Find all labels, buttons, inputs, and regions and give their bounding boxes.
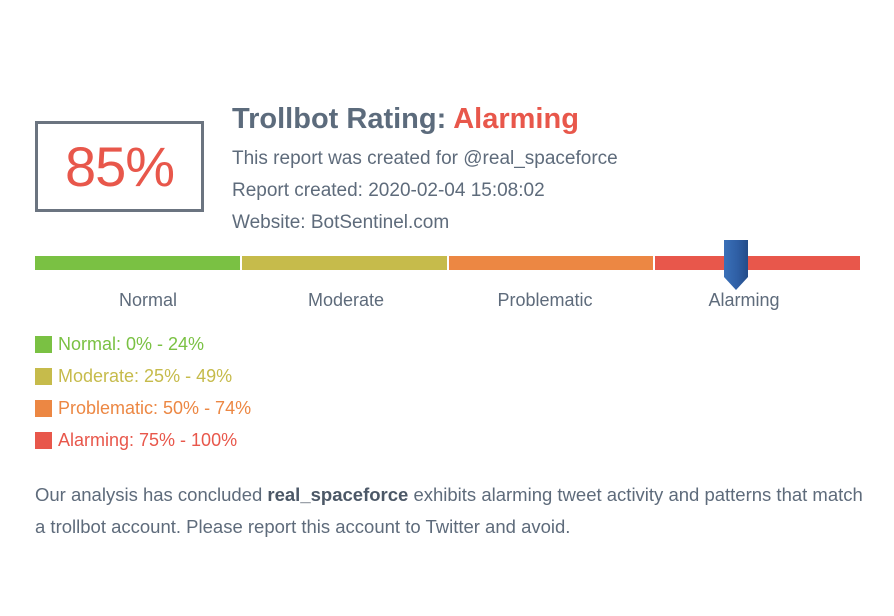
summary-text-after: exhibits alarming tweet activity and pat… [35,483,863,537]
scale-label-moderate: Moderate [307,290,385,310]
legend-swatch [35,399,52,417]
score-box: 85% [35,121,204,212]
legend-item-moderate: Moderate: 25% - 49% [35,360,251,392]
legend-label: Moderate: 25% - 49% [58,365,233,386]
title-prefix: Trollbot Rating: [232,103,447,135]
legend-label: Problematic: 50% - 74% [58,397,252,418]
scale-segment-problematic [448,256,654,270]
scale-segment-moderate [241,256,447,270]
created-at-text: Report created: 2020-02-04 15:08:02 [232,180,545,201]
legend-swatch [35,335,52,353]
legend-item-normal: Normal: 0% - 24% [35,328,251,360]
created-for-text: This report was created for @real_spacef… [232,148,618,169]
legend: Normal: 0% - 24% Moderate: 25% - 49% Pro… [35,328,251,456]
analysis-summary: Our analysis has concluded real_spacefor… [35,479,875,543]
legend-swatch [35,367,52,385]
legend-swatch [35,431,52,449]
scale-segment-normal [35,256,240,270]
score-value: 85% [64,135,175,198]
website-text: Website: BotSentinel.com [232,212,450,233]
legend-item-problematic: Problematic: 50% - 74% [35,392,251,424]
rating-scale-bar [35,256,860,270]
summary-text-before: Our analysis has concluded [35,483,268,505]
scale-label-normal: Normal [118,290,177,310]
score-marker-icon [724,240,748,290]
scale-label-alarming: Alarming [708,290,780,310]
page-title: Trollbot Rating: Alarming [232,103,579,136]
rating-value: Alarming [453,103,579,135]
legend-label: Alarming: 75% - 100% [58,429,238,450]
scale-segment-alarming [655,256,860,270]
legend-label: Normal: 0% - 24% [58,333,205,354]
summary-account-name: real_spaceforce [267,483,409,505]
scale-label-problematic: Problematic [497,290,593,310]
legend-item-alarming: Alarming: 75% - 100% [35,424,251,456]
